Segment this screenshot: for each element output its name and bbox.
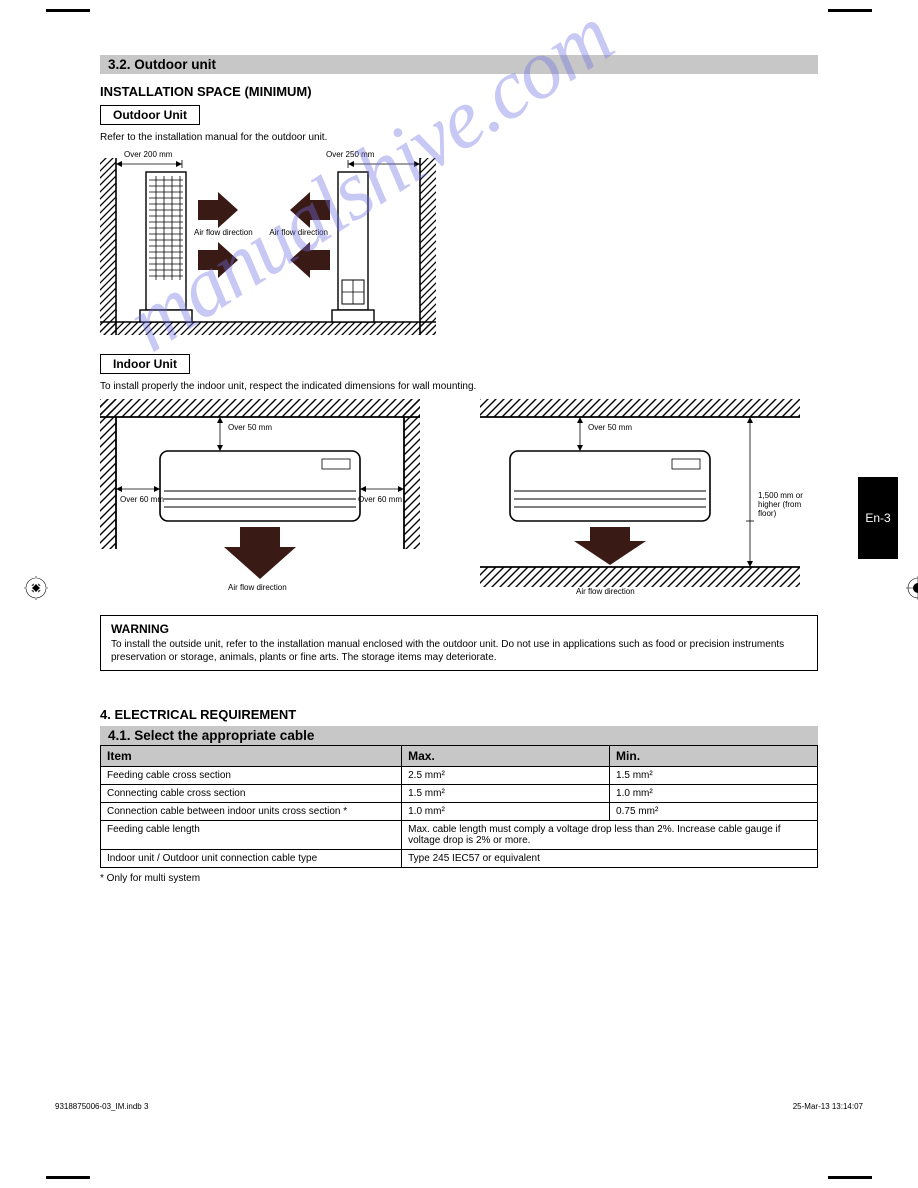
table-row: Feeding cable lengthMax. cable length mu… (101, 821, 818, 850)
dim-label: Over 200 mm (124, 150, 172, 159)
dim-label: 1,500 mm or higher (from floor) (758, 491, 820, 518)
indoor-unit-note: To install properly the indoor unit, res… (100, 380, 818, 393)
section-bar-outdoor: 3.2. Outdoor unit (100, 55, 818, 74)
table-cell: Max. cable length must comply a voltage … (402, 821, 818, 850)
table-row: Connecting cable cross section1.5 mm²1.0… (101, 785, 818, 803)
table-footnote: * Only for multi system (100, 872, 818, 885)
table-cell: Max. (402, 746, 610, 767)
print-footer: 9318875006-03_IM.indb 3 (55, 1102, 148, 1111)
table-row: Feeding cable cross section2.5 mm²1.5 mm… (101, 767, 818, 785)
airflow-label: Air flow direction (576, 587, 635, 596)
table-cell: Min. (610, 746, 818, 767)
warning-box: WARNING To install the outside unit, ref… (100, 615, 818, 671)
indoor-diagram-2 (480, 399, 800, 599)
table-cell: 0.75 mm² (610, 803, 818, 821)
crop-mark (46, 1176, 90, 1179)
section-bar-cable: 4.1. Select the appropriate cable (100, 726, 818, 745)
table-cell: 2.5 mm² (402, 767, 610, 785)
table-cell: Type 245 IEC57 or equivalent (402, 850, 818, 868)
table-cell: Feeding cable cross section (101, 767, 402, 785)
electrical-heading: 4. ELECTRICAL REQUIREMENT (100, 707, 818, 722)
spec-table: ItemMax.Min.Feeding cable cross section2… (100, 745, 818, 868)
outdoor-diagram-2 (268, 150, 436, 335)
page-tab: En-3 (858, 477, 898, 559)
registration-mark-icon (906, 576, 918, 600)
registration-mark-icon (24, 576, 48, 600)
table-row: Connection cable between indoor units cr… (101, 803, 818, 821)
print-time: 25-Mar-13 13:14:07 (793, 1102, 863, 1111)
table-cell: 1.0 mm² (402, 803, 610, 821)
table-cell: 1.5 mm² (610, 767, 818, 785)
outdoor-unit-note: Refer to the installation manual for the… (100, 131, 818, 144)
crop-mark (828, 1176, 872, 1179)
table-cell: 1.0 mm² (610, 785, 818, 803)
table-row: Indoor unit / Outdoor unit connection ca… (101, 850, 818, 868)
airflow-label: Air flow direction (268, 228, 328, 237)
page-number: En-3 (865, 511, 890, 525)
table-cell: Connection cable between indoor units cr… (101, 803, 402, 821)
table-cell: Feeding cable length (101, 821, 402, 850)
dim-label: Over 60 mm (120, 495, 164, 504)
dim-label: Over 60 mm (358, 495, 402, 504)
outdoor-unit-title: Outdoor Unit (100, 105, 200, 125)
crop-mark (46, 9, 90, 12)
outdoor-diagram-1 (100, 150, 268, 335)
table-cell: Item (101, 746, 402, 767)
crop-mark (828, 9, 872, 12)
warning-text: To install the outside unit, refer to th… (111, 638, 807, 664)
airflow-label: Air flow direction (194, 228, 253, 237)
table-cell: Indoor unit / Outdoor unit connection ca… (101, 850, 402, 868)
print-timestamp: 25-Mar-13 13:14:07 (793, 1102, 863, 1111)
airflow-label: Air flow direction (228, 583, 287, 592)
dim-label: Over 50 mm (588, 423, 632, 432)
table-row: ItemMax.Min. (101, 746, 818, 767)
dim-label: Over 50 mm (228, 423, 272, 432)
warning-title: WARNING (111, 622, 807, 636)
table-cell: Connecting cable cross section (101, 785, 402, 803)
indoor-diagram-row: Over 50 mm Over 60 mm Over 60 mm Air flo… (100, 399, 818, 599)
dim-label: Over 250 mm (326, 150, 374, 159)
outdoor-diagram-row: Over 200 mm (100, 150, 818, 340)
page-content: 3.2. Outdoor unit INSTALLATION SPACE (MI… (100, 55, 818, 891)
electrical-title-block: 4. ELECTRICAL REQUIREMENT 4.1. Select th… (100, 707, 818, 885)
print-filename: 9318875006-03_IM.indb 3 (55, 1102, 148, 1111)
table-cell: 1.5 mm² (402, 785, 610, 803)
indoor-unit-title: Indoor Unit (100, 354, 190, 374)
installation-space-heading: INSTALLATION SPACE (MINIMUM) (100, 84, 818, 99)
